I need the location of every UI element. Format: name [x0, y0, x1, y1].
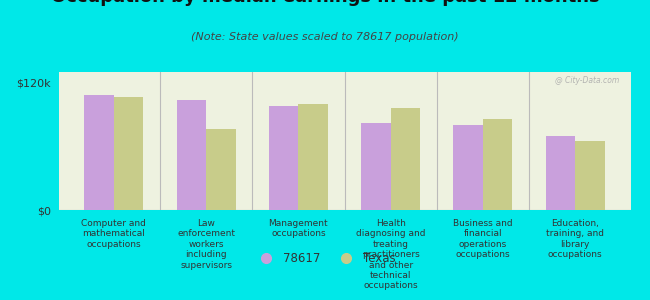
Bar — [269, 106, 298, 210]
Bar — [453, 125, 483, 210]
Bar — [206, 129, 236, 210]
Bar — [575, 141, 604, 210]
Bar — [545, 136, 575, 210]
Text: Occupation by median earnings in the past 12 months: Occupation by median earnings in the pas… — [51, 0, 599, 6]
Bar — [114, 98, 144, 210]
Text: (Note: State values scaled to 78617 population): (Note: State values scaled to 78617 popu… — [191, 32, 459, 42]
Bar — [483, 119, 512, 210]
Bar — [391, 108, 420, 210]
Bar — [361, 123, 391, 210]
Bar — [177, 100, 206, 210]
Bar — [84, 95, 114, 210]
Text: @ City-Data.com: @ City-Data.com — [555, 76, 619, 85]
Bar — [298, 104, 328, 210]
Legend: 78617, Texas: 78617, Texas — [250, 248, 400, 270]
